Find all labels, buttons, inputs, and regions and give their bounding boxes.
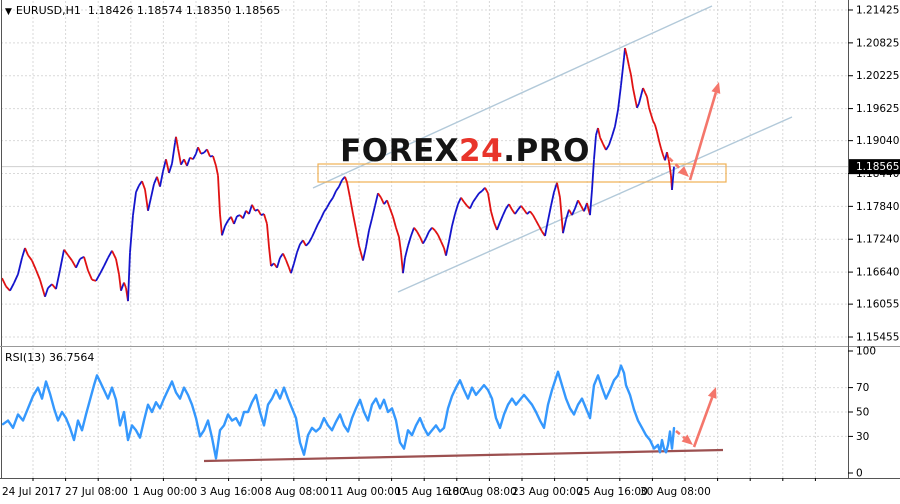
grid-lines <box>1 1 848 478</box>
watermark-forex: FOREX <box>340 133 460 169</box>
watermark-24: 24 <box>459 133 504 169</box>
rsi-axis-label: 70 <box>856 382 869 394</box>
rsi-axis[interactable]: 100 70 50 30 0 <box>848 346 876 480</box>
time-axis-label: 23 Aug 00:00 <box>512 486 583 498</box>
chart-dropdown-triangle-icon: ▼ <box>5 7 12 17</box>
price-axis[interactable]: 1.214251.208251.202251.196251.190401.184… <box>848 5 900 344</box>
time-axis-label: 30 Aug 08:00 <box>640 486 711 498</box>
rsi-axis-label: 50 <box>856 407 869 419</box>
price-axis-label: 1.19040 <box>856 135 899 147</box>
symbol-timeframe-label: EURUSD,H1 <box>15 4 81 17</box>
time-axis-label: 8 Aug 08:00 <box>265 486 329 498</box>
price-pullback-arrow[interactable] <box>668 157 689 177</box>
price-axis-label: 1.17840 <box>856 201 899 213</box>
rsi-series <box>1 364 676 460</box>
price-axis-label: 1.16640 <box>856 267 899 279</box>
price-series <box>1 47 675 302</box>
price-axis-label: 1.19625 <box>856 103 899 115</box>
rsi-support-trendline[interactable] <box>203 448 724 463</box>
time-axis[interactable]: 24 Jul 2017 27 Jul 08:00 1 Aug 00:00 3 Aug … <box>2 478 816 498</box>
price-axis-label: 1.16055 <box>856 299 899 311</box>
price-axis-label: 1.15455 <box>856 332 899 344</box>
symbol-ohlc-label: ▼ EURUSD,H1 1.18426 1.18574 1.18350 1.185… <box>5 4 280 17</box>
rsi-axis-label: 0 <box>856 468 863 480</box>
time-axis-label: 11 Aug 00:00 <box>330 486 401 498</box>
price-axis-label: 1.20225 <box>856 70 899 82</box>
time-axis-label: 25 Aug 16:00 <box>577 486 648 498</box>
rsi-axis-label: 30 <box>856 431 869 443</box>
watermark-pro: .PRO <box>503 133 590 169</box>
price-forecast-up-arrow[interactable] <box>688 82 721 181</box>
current-price-badge <box>849 159 900 175</box>
trend-channel-lines[interactable] <box>312 5 793 293</box>
time-axis-label: 3 Aug 16:00 <box>200 486 264 498</box>
price-axis-label: 1.21425 <box>856 5 899 17</box>
rsi-indicator-label: RSI(13) 36.7564 <box>5 351 95 364</box>
rsi-pullback-arrow[interactable] <box>675 429 693 445</box>
forex24pro-watermark: FOREX24.PRO <box>340 133 590 169</box>
time-axis-label: 15 Aug 16:00 <box>395 486 466 498</box>
time-axis-label: 27 Jul 08:00 <box>65 486 128 498</box>
price-axis-label: 1.17240 <box>856 234 899 246</box>
price-zone-rectangle[interactable] <box>317 163 727 183</box>
ohlc-values: 1.18426 1.18574 1.18350 1.18565 <box>87 4 281 17</box>
current-price-value: 1.18565 <box>856 161 899 173</box>
price-axis-label: 1.20825 <box>856 37 899 49</box>
time-axis-label: 24 Jul 2017 <box>2 486 61 498</box>
time-axis-label: 1 Aug 00:00 <box>133 486 197 498</box>
rsi-forecast-up-arrow[interactable] <box>692 387 717 448</box>
time-axis-label: 18 Aug 08:00 <box>446 486 517 498</box>
rsi-axis-label: 100 <box>856 346 876 358</box>
